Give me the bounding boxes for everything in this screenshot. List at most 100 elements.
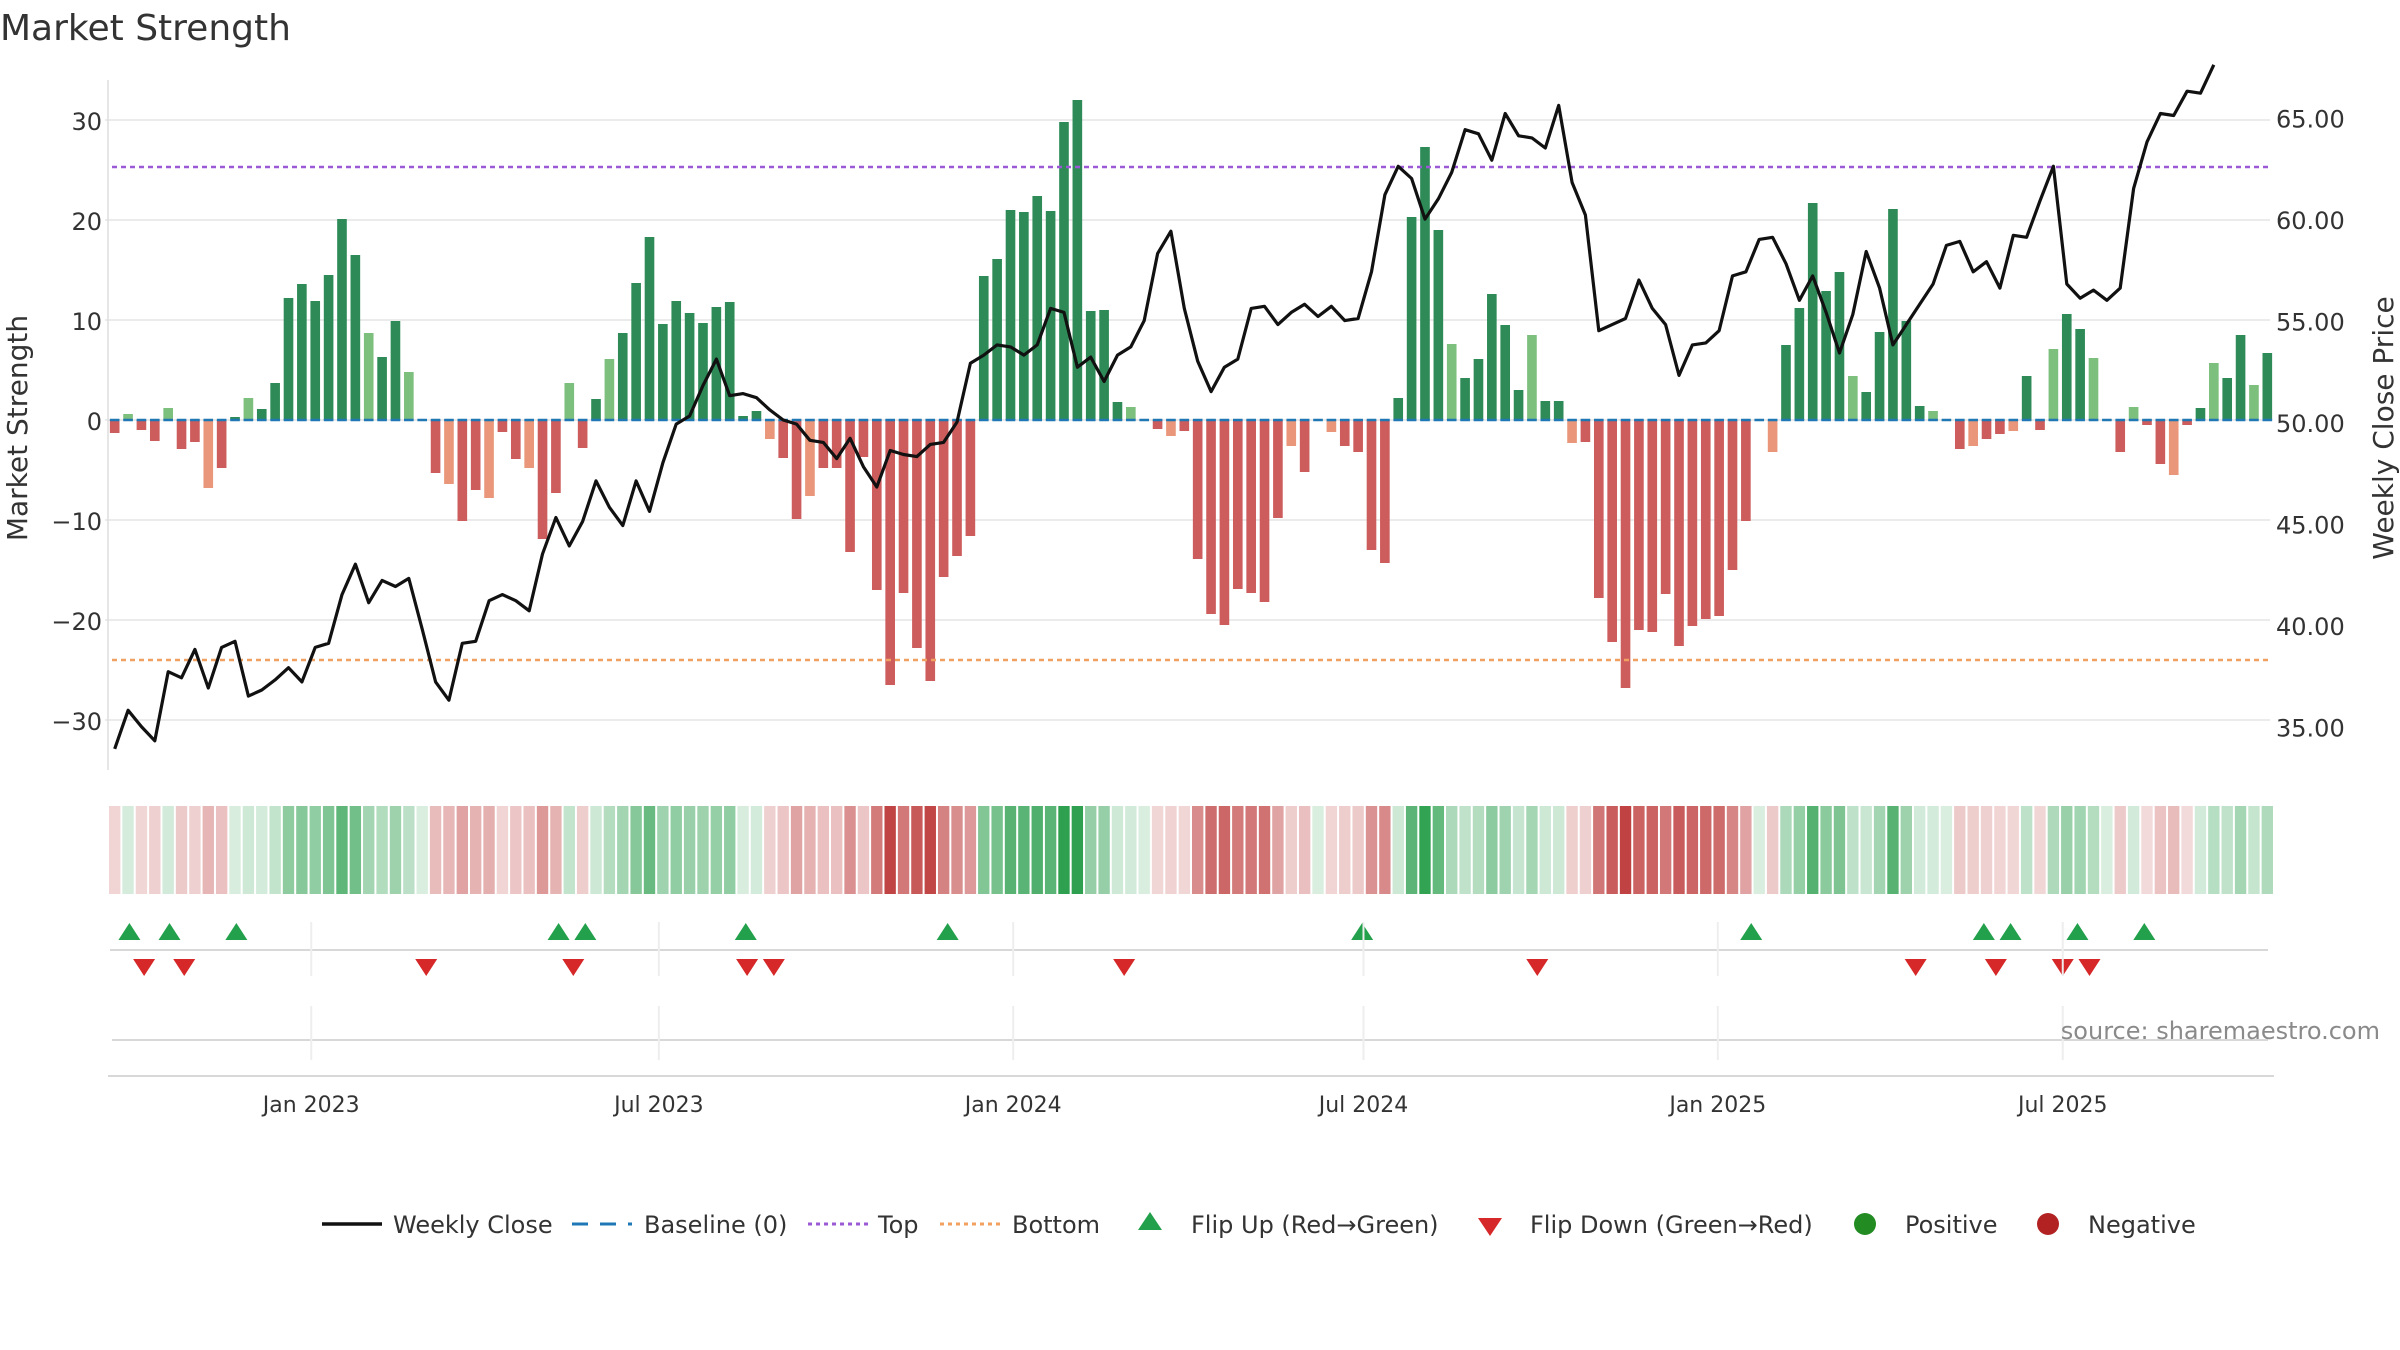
strength-bar bbox=[270, 383, 280, 420]
y-tick-label: 20 bbox=[71, 208, 102, 236]
y-tick-label: −20 bbox=[51, 608, 102, 636]
heatstrip-cell bbox=[443, 806, 455, 894]
strength-bar bbox=[1954, 420, 1965, 449]
strength-bar bbox=[738, 416, 748, 420]
legend-label: Negative bbox=[2088, 1211, 2196, 1239]
strength-bar bbox=[123, 414, 133, 420]
heatstrip-cell bbox=[376, 806, 388, 894]
heatstrip-cell bbox=[1111, 806, 1124, 894]
strength-bar bbox=[2035, 420, 2045, 430]
strength-bar bbox=[1259, 420, 1270, 602]
strength-bar bbox=[1353, 420, 1363, 452]
x-tick-label: Jan 2024 bbox=[963, 1093, 1062, 1118]
legend-label: Baseline (0) bbox=[644, 1211, 787, 1239]
heatstrip-cell bbox=[1432, 806, 1445, 894]
heatstrip-cell bbox=[2114, 806, 2126, 894]
strength-bar bbox=[1981, 420, 1992, 439]
heatstrip-cell bbox=[777, 806, 789, 894]
heatstrip-cell bbox=[1098, 806, 1110, 894]
heatstrip-cell bbox=[1566, 806, 1578, 894]
strength-bar bbox=[805, 420, 815, 496]
legend-label: Weekly Close bbox=[393, 1211, 553, 1239]
heatstrip-cell bbox=[790, 806, 803, 894]
heatstrip-cell bbox=[109, 806, 121, 894]
strength-bar bbox=[1660, 420, 1671, 594]
strength-bar bbox=[430, 420, 441, 473]
heatstrip-cell bbox=[978, 806, 990, 894]
strength-bar bbox=[1848, 376, 1858, 420]
strength-bar bbox=[297, 284, 307, 420]
strength-bar bbox=[1700, 420, 1711, 619]
y-tick-label: 0 bbox=[87, 408, 102, 436]
strength-bar bbox=[1620, 420, 1631, 688]
heatstrip-cell bbox=[643, 806, 656, 894]
flip-up-marker bbox=[2066, 923, 2089, 940]
flip-down-marker bbox=[762, 959, 785, 976]
strength-bar bbox=[938, 420, 949, 577]
flip-down-marker bbox=[415, 959, 438, 976]
heatstrip-cell bbox=[1914, 806, 1926, 894]
heatstrip-cell bbox=[937, 806, 950, 894]
strength-bar bbox=[1433, 230, 1444, 420]
strength-bar bbox=[724, 302, 735, 420]
strength-bar bbox=[1393, 398, 1404, 420]
heatstrip-cell bbox=[951, 806, 963, 894]
weekly-close-line bbox=[113, 64, 2216, 750]
chart-title: Market Strength bbox=[0, 8, 291, 49]
heatstrip-cell bbox=[1740, 806, 1752, 894]
strength-bar bbox=[1540, 401, 1551, 420]
heatstrip-cell bbox=[1245, 806, 1257, 894]
strength-bar bbox=[885, 420, 895, 685]
strength-bar bbox=[1928, 411, 1938, 420]
strength-bar bbox=[1219, 420, 1230, 625]
heatstrip-cell bbox=[2101, 806, 2113, 894]
strength-bar bbox=[2021, 376, 2032, 420]
heatstrip-cell bbox=[1659, 806, 1672, 894]
strength-bar bbox=[564, 383, 575, 420]
heatstrip-cell bbox=[1847, 806, 1859, 894]
heatstrip-cell bbox=[1165, 806, 1177, 894]
legend-label: Flip Up (Red→Green) bbox=[1191, 1211, 1439, 1239]
strength-bar bbox=[1032, 196, 1043, 420]
strength-bar bbox=[1005, 210, 1016, 420]
strength-bar bbox=[1727, 420, 1738, 570]
legend-label: Positive bbox=[1905, 1211, 1998, 1239]
heatstrip-cell bbox=[1298, 806, 1311, 894]
strength-bar bbox=[1192, 420, 1203, 559]
heatstrip-cell bbox=[844, 806, 856, 894]
heatstrip-cell bbox=[523, 806, 535, 894]
heatstrip-cell bbox=[135, 806, 148, 894]
heatstrip-cell bbox=[1833, 806, 1846, 894]
strength-bar bbox=[831, 420, 842, 468]
flip-down-marker bbox=[133, 959, 156, 976]
strength-bar bbox=[497, 420, 508, 432]
strength-bar bbox=[470, 420, 481, 490]
heatstrip-cell bbox=[496, 806, 509, 894]
strength-bar bbox=[484, 420, 494, 498]
heatstrip-cell bbox=[162, 806, 174, 894]
heatstrip-cell bbox=[1192, 806, 1204, 894]
heatstrip-cell bbox=[1553, 806, 1565, 894]
strength-bar bbox=[898, 420, 909, 593]
heatstrip-cell bbox=[1085, 806, 1097, 894]
heatstrip-cell bbox=[1619, 806, 1632, 894]
source-note: source: sharemaestro.com bbox=[2061, 1017, 2380, 1045]
strength-bar bbox=[1807, 203, 1818, 420]
y-axis-label: Market Strength bbox=[1, 315, 34, 541]
y2-tick-label: 50.00 bbox=[2276, 410, 2345, 438]
heatstrip-cell bbox=[2007, 806, 2019, 894]
heatstrip-cell bbox=[242, 806, 255, 894]
strength-bar bbox=[1152, 420, 1163, 429]
strength-bar bbox=[765, 420, 775, 439]
x-tick-label: Jul 2023 bbox=[612, 1093, 704, 1118]
flip-down-marker bbox=[1984, 959, 2007, 976]
strength-bar bbox=[2088, 358, 2099, 420]
strength-bar bbox=[2061, 314, 2072, 420]
heatstrip-cell bbox=[2248, 806, 2260, 894]
heatstrip-cell bbox=[389, 806, 402, 894]
heatstrip-cell bbox=[403, 806, 415, 894]
flip-down-marker bbox=[2078, 959, 2101, 976]
heatstrip-cell bbox=[603, 806, 616, 894]
flip-down-marker bbox=[736, 959, 759, 976]
heatstrip-cell bbox=[857, 806, 870, 894]
